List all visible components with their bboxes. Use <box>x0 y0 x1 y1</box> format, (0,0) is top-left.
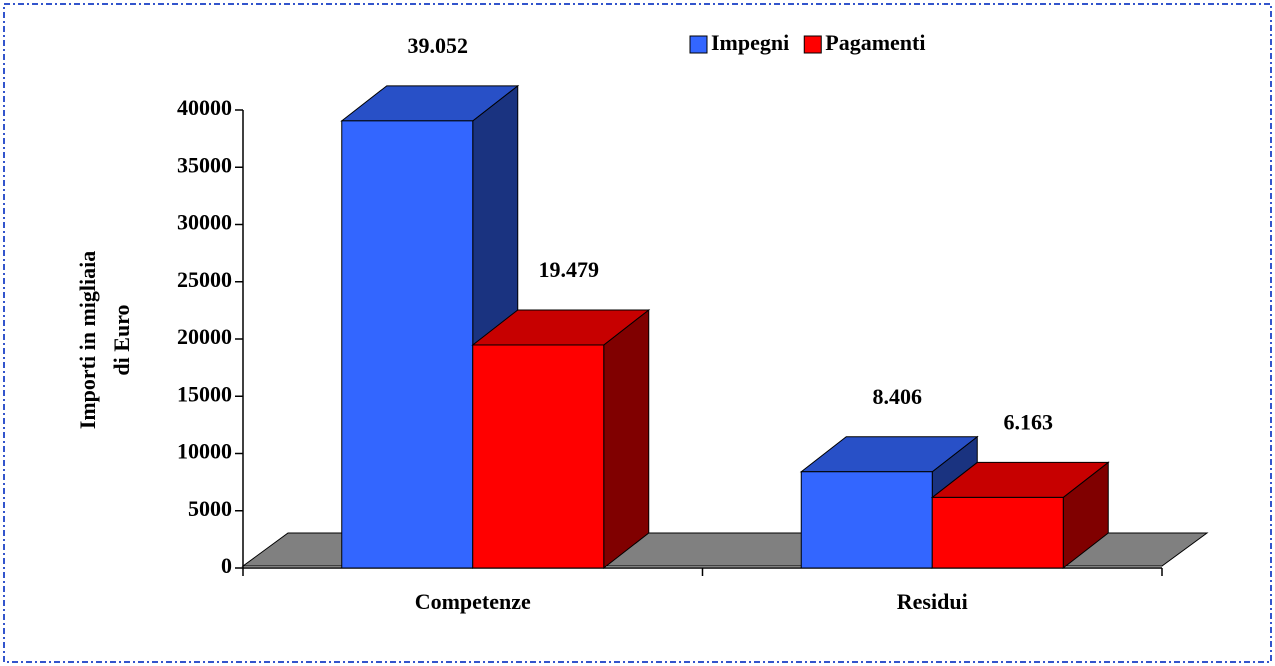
legend-label: Pagamenti <box>825 30 925 55</box>
value-label: 6.163 <box>1004 409 1054 434</box>
y-tick-label: 0 <box>221 553 232 578</box>
y-tick-label: 35000 <box>177 152 232 177</box>
legend-swatch <box>803 35 822 54</box>
y-axis-label: Importi in migliaia <box>75 251 100 429</box>
y-tick-label: 30000 <box>177 210 232 235</box>
x-tick-label: Residui <box>897 589 968 614</box>
y-tick-label: 5000 <box>188 496 232 521</box>
y-tick-label: 25000 <box>177 267 232 292</box>
bar <box>341 120 474 569</box>
value-label: 8.406 <box>873 384 923 409</box>
x-tick-label: Competenze <box>415 589 531 614</box>
bar <box>800 471 933 569</box>
bar-side <box>603 308 650 570</box>
y-tick-label: 40000 <box>177 95 232 120</box>
legend-swatch <box>689 35 708 54</box>
bar <box>931 496 1064 569</box>
y-tick-label: 15000 <box>177 381 232 406</box>
frame <box>3 3 1272 663</box>
value-label: 39.052 <box>408 33 469 58</box>
value-label: 19.479 <box>539 257 600 282</box>
y-axis-label: di Euro <box>109 304 134 375</box>
y-tick-label: 20000 <box>177 324 232 349</box>
bar <box>472 344 605 569</box>
legend-label: Impegni <box>711 30 789 55</box>
y-tick-label: 10000 <box>177 439 232 464</box>
